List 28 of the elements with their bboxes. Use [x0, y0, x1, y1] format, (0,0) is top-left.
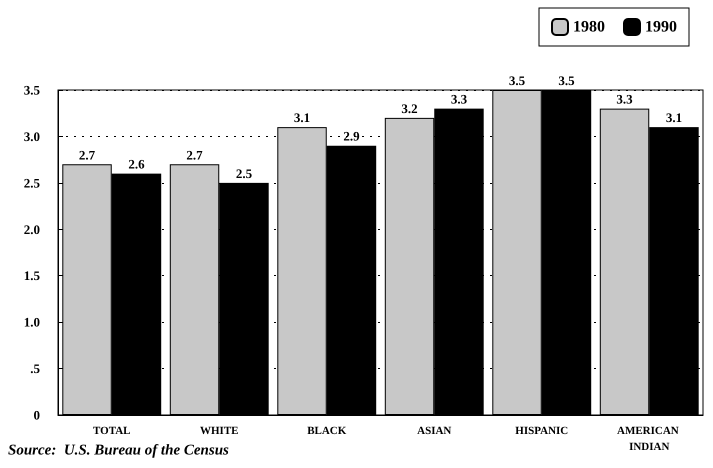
y-tick-label: 1.0 [24, 314, 40, 330]
y-tick-label: .5 [30, 361, 40, 376]
data-label: 3.1 [294, 110, 310, 126]
data-label: 2.6 [128, 156, 146, 172]
y-tick-label: 2.5 [24, 175, 40, 190]
y-tick-label: 2.0 [24, 222, 40, 237]
x-tick-label: WHITE [200, 425, 239, 437]
y-tick-label: 3.5 [24, 82, 40, 98]
data-label: 3.3 [616, 92, 634, 107]
legend-label: 1980 [573, 18, 605, 36]
y-tick-label: 0 [34, 408, 40, 422]
source-note: Source: U.S. Bureau of the Census [8, 442, 230, 458]
data-label: 3.3 [450, 92, 468, 107]
data-label: 2.7 [186, 147, 204, 162]
x-tick-label: AMERICAN INDIAN [617, 425, 682, 453]
data-label: 3.5 [508, 73, 526, 88]
x-tick-label: ASIAN [417, 425, 452, 437]
data-label: 3.5 [558, 73, 576, 88]
data-label: 3.2 [401, 100, 418, 116]
x-tick-label: HISPANIC [515, 425, 568, 437]
data-label: 3.1 [666, 110, 682, 126]
data-label: 2.5 [236, 166, 253, 181]
y-tick-label: 1.5 [24, 268, 40, 284]
data-label: 2.7 [78, 147, 96, 162]
y-tick-label: 3.0 [24, 128, 40, 144]
x-tick-label: BLACK [307, 425, 347, 437]
legend-label: 1990 [645, 18, 677, 36]
x-tick-label: TOTAL [93, 425, 130, 437]
